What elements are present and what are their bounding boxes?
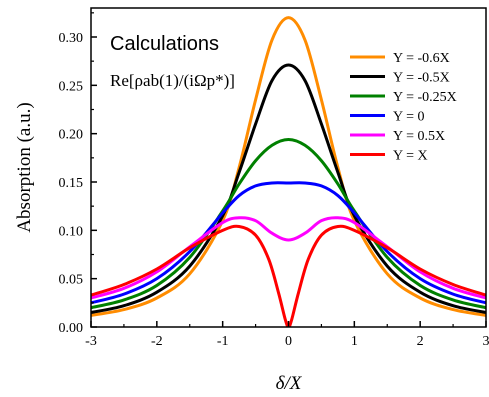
y-tick-label: 0.15: [59, 176, 84, 191]
x-tick-label: 3: [483, 334, 489, 349]
y-tick-label: 0.00: [59, 321, 84, 336]
y-axis-label: Absorption (a.u.): [14, 102, 35, 232]
x-tick-label: -2: [151, 334, 163, 349]
legend: Y = -0.6X Y = -0.5X Y = -0.25X Y = 0 Y = 0.5…: [350, 51, 457, 164]
x-tick-label: -3: [85, 334, 97, 349]
x-tick-label: -1: [217, 334, 229, 349]
y-tick-label: 0.20: [59, 128, 84, 143]
x-tick-label: 2: [417, 334, 424, 349]
series-line-1: [91, 63, 486, 314]
y-tick-label: 0.05: [59, 273, 84, 288]
series-line-3: [91, 181, 486, 305]
legend-label: Y = 0.5X: [393, 129, 445, 144]
legend-label: Y = -0.5X: [393, 71, 450, 86]
series-line-2: [91, 137, 486, 310]
annotation-formula: Re[ρab(1)/(iΩp*)]: [110, 71, 235, 90]
legend-label: Y = -0.6X: [393, 51, 450, 66]
ticks-layer: -3 -2 -1 0 1 2 3 0.00 0.05 0.10 0.15 0.20 0.25 0.30: [59, 12, 489, 349]
x-tick-label: 1: [351, 334, 358, 349]
x-tick-label: 0: [285, 334, 292, 349]
legend-label: Y = -0.25X: [393, 90, 457, 105]
annotation: Calculations Re[ρab(1)/(iΩp*)]: [110, 33, 235, 90]
y-tick-label: 0.10: [59, 224, 84, 239]
legend-label: Y = X: [393, 149, 428, 164]
y-tick-label: 0.25: [59, 79, 84, 94]
legend-label: Y = 0: [393, 110, 425, 125]
series-line-0: [91, 16, 486, 317]
x-axis-label: δ/X: [276, 373, 303, 394]
annotation-title: Calculations: [110, 33, 219, 55]
series-line-4: [91, 216, 486, 300]
y-tick-label: 0.30: [59, 31, 84, 46]
series-line-5: [91, 224, 486, 327]
series-layer: [91, 16, 486, 327]
